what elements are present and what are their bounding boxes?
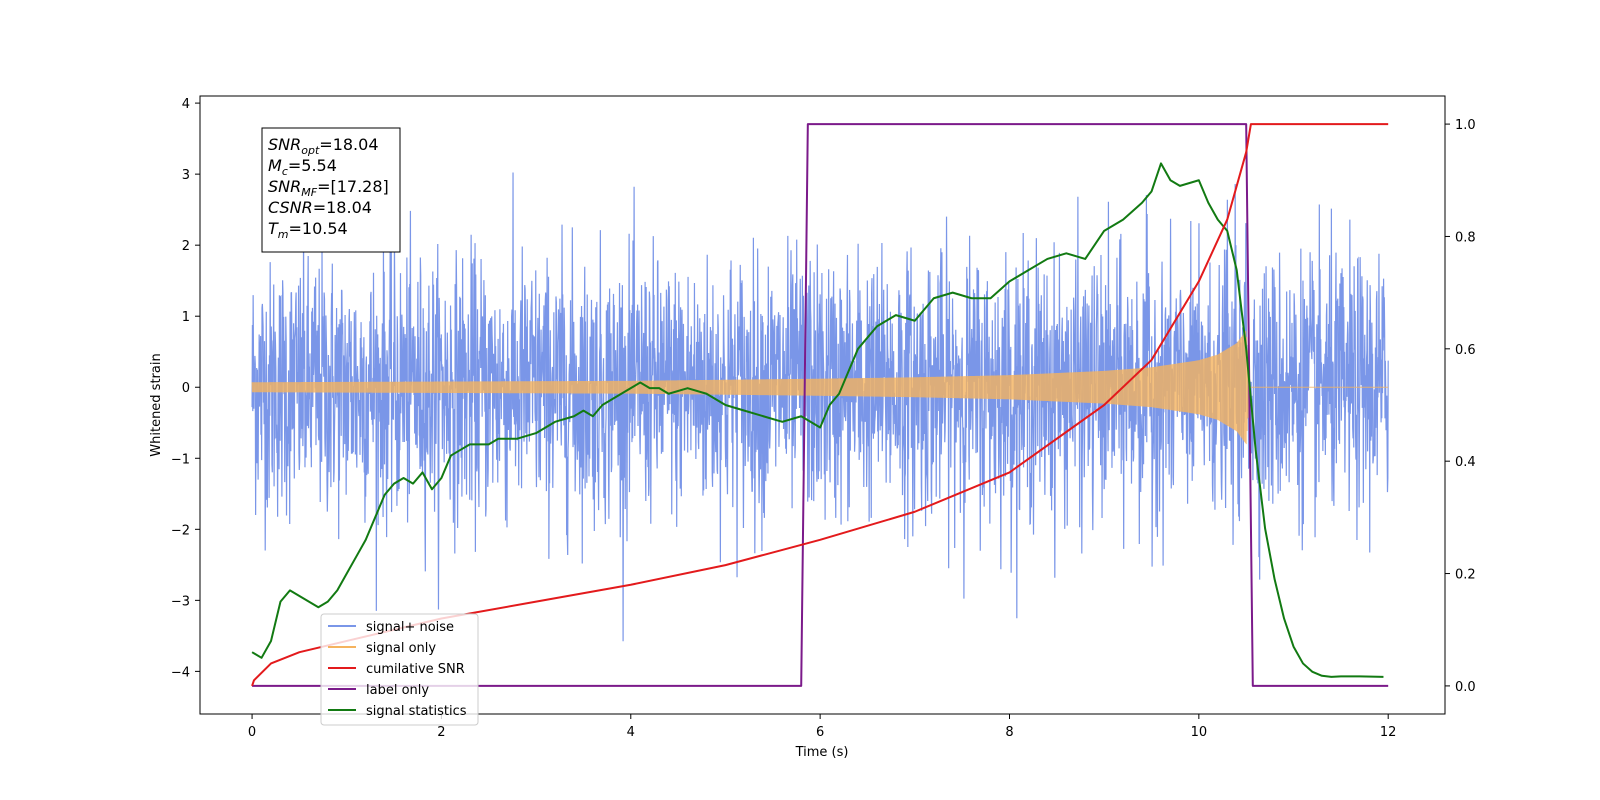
series-cumulative-snr-line [251, 123, 1389, 687]
y-right-tick-label: 0.6 [1455, 343, 1476, 358]
annotation-subscript: MF [301, 186, 317, 199]
series-label-only-line [252, 123, 1389, 687]
y-tick-label: 3 [182, 168, 190, 183]
annotation-symbol: SNR [268, 135, 301, 154]
annotation-symbol: M [268, 156, 282, 175]
series-signal-statistics-line [251, 162, 1384, 678]
annotation-subscript: c [282, 165, 288, 178]
y-axis-label: Whitened strain [149, 353, 164, 456]
annotation-line: SNRMF=[17.28] [268, 177, 389, 199]
annotation-subscript: opt [301, 144, 320, 157]
annotation-line: Mc=5.54 [268, 156, 337, 178]
annotation-box: SNRopt=18.04Mc=5.54SNRMF=[17.28]CSNR=18.… [261, 127, 401, 253]
y-right-tick-label: 1.0 [1455, 118, 1476, 133]
y-tick-label: 0 [182, 381, 190, 396]
plot-area [251, 123, 1389, 687]
y-tick-label: −4 [171, 665, 190, 680]
x-tick-label: 8 [1005, 725, 1013, 740]
x-tick-label: 0 [248, 725, 256, 740]
annotation-symbol: T [268, 219, 279, 238]
x-tick-label: 6 [816, 725, 824, 740]
y-tick-label: 2 [182, 239, 190, 254]
annotation-value: =5.54 [288, 156, 337, 175]
x-tick-label: 10 [1191, 725, 1208, 740]
annotation-value: =10.54 [289, 219, 348, 238]
annotation-frame [261, 127, 401, 253]
y-tick-label: −2 [171, 523, 190, 538]
series-signal-noise-line [251, 172, 1389, 642]
annotation-symbol: SNR [268, 177, 301, 196]
x-axis-label: Time (s) [795, 745, 849, 760]
y-right-tick-label: 0.8 [1455, 230, 1476, 245]
annotation-value: =18.04 [313, 198, 372, 217]
legend-entry-label: signal+ noise [366, 620, 454, 635]
series-signal-only-line [251, 330, 1389, 445]
y-tick-label: 1 [182, 310, 190, 325]
annotation-symbol: CSNR [268, 198, 313, 217]
legend-frame [320, 613, 479, 726]
legend-entry-label: signal only [366, 641, 436, 656]
x-tick-label: 2 [437, 725, 445, 740]
y-tick-label: −1 [171, 452, 190, 467]
legend-entry-label: signal statistics [366, 704, 467, 719]
y-right-tick-label: 0.0 [1455, 680, 1476, 695]
annotation-line: CSNR=18.04 [268, 198, 372, 217]
y-tick-label: −3 [171, 594, 190, 609]
y-tick-label: 4 [182, 97, 190, 112]
x-tick-label: 12 [1380, 725, 1397, 740]
annotation-value: =18.04 [319, 135, 378, 154]
annotation-subscript: m [278, 228, 289, 241]
annotation-value: =[17.28] [317, 177, 389, 196]
y-right-tick-label: 0.2 [1455, 568, 1476, 583]
legend-entry-label: cumilative SNR [366, 662, 465, 677]
axes-frame [199, 95, 1446, 715]
legend: signal+ noise signal only cumilative SNR la… [320, 613, 479, 726]
y-axis-right: 0.0 0.2 0.4 0.6 0.8 1.0 [1445, 118, 1476, 695]
y-right-tick-label: 0.4 [1455, 455, 1476, 470]
annotation-line: SNRopt=18.04 [268, 135, 379, 157]
y-axis-left: −4 −3 −2 −1 0 1 2 3 4 [171, 97, 200, 680]
legend-entry-label: label only [366, 683, 429, 698]
annotation-line: Tm=10.54 [268, 219, 348, 241]
x-tick-label: 4 [627, 725, 635, 740]
